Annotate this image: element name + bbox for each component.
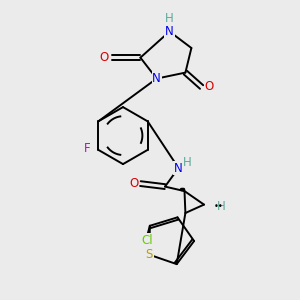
Text: ••: •• (214, 202, 224, 211)
Text: O: O (205, 80, 214, 94)
Text: N: N (165, 25, 174, 38)
Text: H: H (216, 200, 225, 213)
Text: O: O (129, 177, 138, 190)
Text: F: F (84, 142, 90, 155)
Text: N: N (174, 161, 183, 175)
Text: O: O (100, 51, 109, 64)
Text: H: H (183, 156, 192, 169)
Text: Cl: Cl (142, 234, 153, 247)
Text: N: N (152, 72, 161, 85)
Text: H: H (165, 11, 174, 25)
Text: S: S (146, 248, 153, 261)
